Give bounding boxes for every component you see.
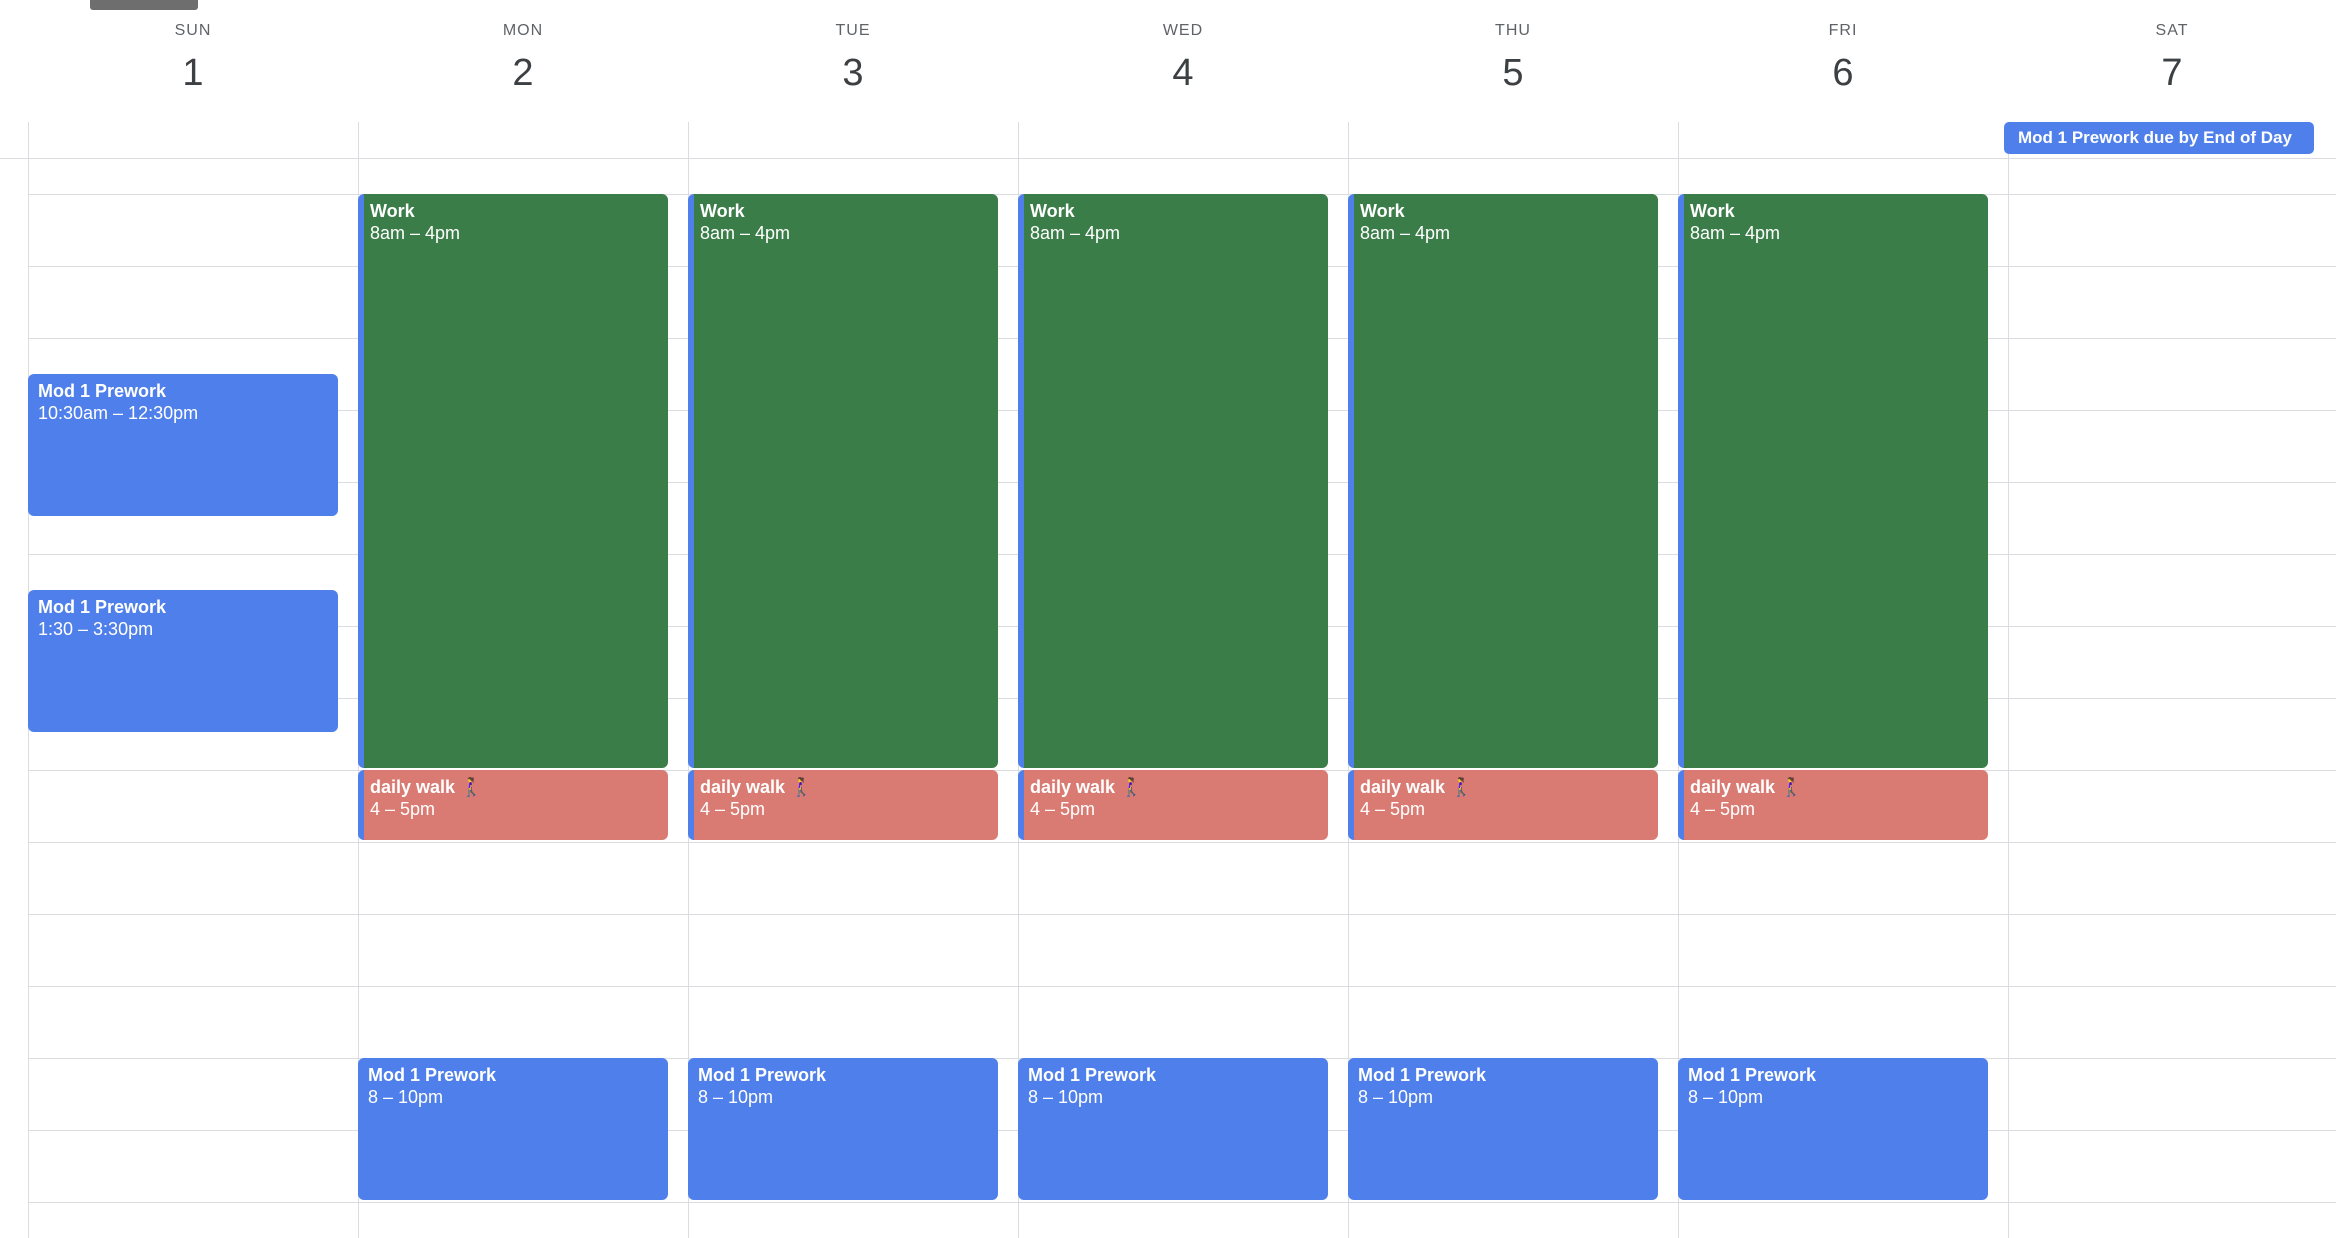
- scrollbar-thumb[interactable]: [90, 0, 198, 10]
- day-number[interactable]: 2: [512, 52, 534, 94]
- event-time: 8am – 4pm: [370, 223, 461, 243]
- event-title: daily walk 🚶‍♀️: [1360, 777, 1473, 797]
- day-of-week: FRI: [1828, 22, 1858, 39]
- day-header-mon[interactable]: MON 2: [358, 0, 688, 122]
- event-mod1-prework[interactable]: Mod 1 Prework 8 – 10pm: [1348, 1058, 1658, 1200]
- event-time: 10:30am – 12:30pm: [38, 403, 199, 423]
- event-title: Work: [1360, 201, 1405, 221]
- event-mod1-prework[interactable]: Mod 1 Prework 8 – 10pm: [1018, 1058, 1328, 1200]
- event-time: 8am – 4pm: [700, 223, 791, 243]
- event-time: 1:30 – 3:30pm: [38, 619, 154, 639]
- event-daily-walk[interactable]: daily walk 🚶‍♀️ 4 – 5pm: [1348, 770, 1658, 840]
- day-number[interactable]: 4: [1172, 52, 1194, 94]
- event-work[interactable]: Work 8am – 4pm: [1348, 194, 1658, 768]
- event-time: 8 – 10pm: [698, 1087, 774, 1107]
- event-mod1-prework[interactable]: Mod 1 Prework 1:30 – 3:30pm: [28, 590, 338, 732]
- event-time: 8 – 10pm: [368, 1087, 444, 1107]
- day-of-week: WED: [1162, 22, 1204, 39]
- event-time: 8am – 4pm: [1690, 223, 1781, 243]
- event-title: Work: [1030, 201, 1075, 221]
- day-header-sun[interactable]: SUN 1: [28, 0, 358, 122]
- event-mod1-prework[interactable]: Mod 1 Prework 10:30am – 12:30pm: [28, 374, 338, 516]
- event-title: Mod 1 Prework: [1688, 1065, 1817, 1085]
- event-time: 4 – 5pm: [1690, 799, 1756, 819]
- event-daily-walk[interactable]: daily walk 🚶‍♀️ 4 – 5pm: [688, 770, 998, 840]
- event-title: daily walk 🚶‍♀️: [1690, 777, 1803, 797]
- day-number[interactable]: 3: [842, 52, 864, 94]
- grid-line: [28, 842, 2336, 843]
- event-work[interactable]: Work 8am – 4pm: [1678, 194, 1988, 768]
- event-title: Work: [700, 201, 745, 221]
- grid-line: [2008, 122, 2009, 1238]
- day-number[interactable]: 6: [1832, 52, 1854, 94]
- event-mod1-prework[interactable]: Mod 1 Prework 8 – 10pm: [358, 1058, 668, 1200]
- day-number[interactable]: 7: [2161, 52, 2183, 94]
- event-time: 8am – 4pm: [1030, 223, 1121, 243]
- event-title: Mod 1 Prework: [38, 381, 167, 401]
- event-title: Mod 1 Prework: [1028, 1065, 1157, 1085]
- event-daily-walk[interactable]: daily walk 🚶‍♀️ 4 – 5pm: [1678, 770, 1988, 840]
- event-mod1-prework[interactable]: Mod 1 Prework 8 – 10pm: [688, 1058, 998, 1200]
- event-time: 8am – 4pm: [1360, 223, 1451, 243]
- event-title: daily walk 🚶‍♀️: [700, 777, 813, 797]
- day-header-thu[interactable]: THU 5: [1348, 0, 1678, 122]
- day-header-fri[interactable]: FRI 6: [1678, 0, 2008, 122]
- grid-line: [28, 986, 2336, 987]
- day-header-wed[interactable]: WED 4: [1018, 0, 1348, 122]
- event-daily-walk[interactable]: daily walk 🚶‍♀️ 4 – 5pm: [1018, 770, 1328, 840]
- event-work[interactable]: Work 8am – 4pm: [358, 194, 668, 768]
- event-title: Work: [370, 201, 415, 221]
- event-title: daily walk 🚶‍♀️: [370, 777, 483, 797]
- day-of-week: TUE: [835, 22, 871, 39]
- event-title: Mod 1 Prework: [368, 1065, 497, 1085]
- day-of-week: THU: [1495, 22, 1531, 39]
- event-title: Mod 1 Prework: [38, 597, 167, 617]
- event-work[interactable]: Work 8am – 4pm: [1018, 194, 1328, 768]
- event-work[interactable]: Work 8am – 4pm: [688, 194, 998, 768]
- event-time: 4 – 5pm: [370, 799, 436, 819]
- grid-line: [0, 158, 2336, 159]
- event-time: 4 – 5pm: [1360, 799, 1426, 819]
- grid-line: [28, 914, 2336, 915]
- day-number[interactable]: 5: [1502, 52, 1524, 94]
- event-time: 8 – 10pm: [1028, 1087, 1104, 1107]
- event-time: 8 – 10pm: [1688, 1087, 1764, 1107]
- event-time: 8 – 10pm: [1358, 1087, 1434, 1107]
- event-time: 4 – 5pm: [700, 799, 766, 819]
- event-time: 4 – 5pm: [1030, 799, 1096, 819]
- event-daily-walk[interactable]: daily walk 🚶‍♀️ 4 – 5pm: [358, 770, 668, 840]
- day-of-week: SAT: [2155, 22, 2189, 39]
- day-number[interactable]: 1: [182, 52, 204, 94]
- day-header-sat[interactable]: SAT 7: [2008, 0, 2336, 122]
- day-of-week: SUN: [174, 22, 212, 39]
- event-title: Mod 1 Prework: [1358, 1065, 1487, 1085]
- day-header-tue[interactable]: TUE 3: [688, 0, 1018, 122]
- event-title: daily walk 🚶‍♀️: [1030, 777, 1143, 797]
- grid-line: [28, 1202, 2336, 1203]
- event-mod1-prework[interactable]: Mod 1 Prework 8 – 10pm: [1678, 1058, 1988, 1200]
- event-title: Work: [1690, 201, 1735, 221]
- allday-event-mod1-prework-due[interactable]: Mod 1 Prework due by End of Day: [2004, 122, 2314, 154]
- day-of-week: MON: [502, 22, 544, 39]
- event-title: Mod 1 Prework: [698, 1065, 827, 1085]
